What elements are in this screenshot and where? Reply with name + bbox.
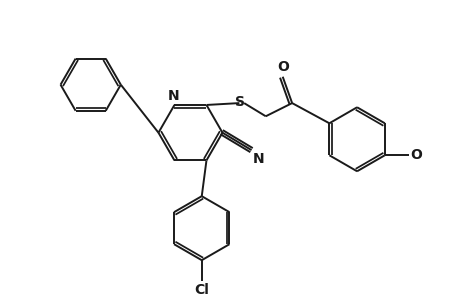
Text: O: O xyxy=(409,148,421,162)
Text: N: N xyxy=(168,89,179,103)
Text: Cl: Cl xyxy=(194,283,209,297)
Text: N: N xyxy=(252,152,263,166)
Text: S: S xyxy=(235,95,245,109)
Text: O: O xyxy=(276,60,288,74)
